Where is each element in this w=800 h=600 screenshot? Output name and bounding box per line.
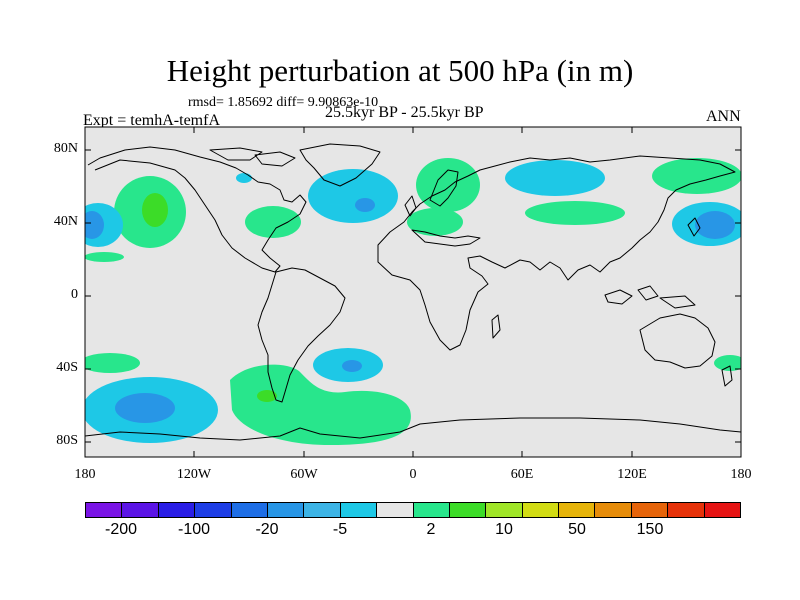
anomaly-arctic-small-neg [236, 173, 252, 183]
lat-tick-label: 0 [71, 287, 78, 302]
colorbar-label: -200 [104, 521, 138, 538]
season-label: ANN [706, 108, 741, 125]
colorbar-swatch [522, 503, 560, 517]
anomaly-patagonia-strong [257, 390, 277, 402]
anomaly-npac-east-strong [85, 211, 104, 239]
coast-antarctica [85, 417, 741, 441]
axis-ticks [85, 127, 741, 457]
anomaly-spac-east-pos [714, 355, 741, 371]
colorbar-swatch [631, 503, 669, 517]
anomaly-spac-strong [115, 393, 175, 423]
colorbar-swatch [559, 503, 596, 517]
anomaly-arctic-neg [505, 160, 605, 196]
colorbar-label: -20 [255, 521, 279, 538]
coast-south-america [257, 267, 346, 403]
lon-tick-label: 120E [617, 467, 647, 482]
lon-tick-label: 60W [290, 467, 318, 482]
colorbar-swatch [340, 503, 378, 517]
coast-eurasia-africa [377, 155, 736, 351]
period-label: 25.5kyr BP - 25.5kyr BP [325, 104, 484, 121]
colorbar-swatch [668, 503, 705, 517]
lon-tick-label: 0 [409, 467, 417, 482]
colorbar-swatch [595, 503, 632, 517]
anomaly-na-east-pos [245, 206, 301, 238]
colorbar-label: 10 [495, 521, 513, 538]
anomaly-satl-strong [342, 360, 362, 372]
coast-new-zealand [721, 365, 733, 387]
coast-britain [404, 195, 417, 217]
colorbar-label: 150 [636, 521, 664, 538]
anomaly-npac-west-strong [695, 211, 735, 239]
strong-positive-regions [142, 193, 277, 402]
anomaly-spac-west-pos [85, 353, 140, 373]
coast-japan [687, 217, 701, 237]
strong-negative-regions [85, 198, 735, 423]
map-title: Height perturbation at 500 hPa (in m) [166, 53, 634, 88]
colorbar-label: 50 [568, 521, 586, 538]
colorbar-swatch [304, 503, 341, 517]
colorbar-swatch [231, 503, 268, 517]
anomaly-ne-pac-band [85, 252, 124, 262]
colorbar-swatch [413, 503, 450, 517]
coast-scandinavia [429, 169, 459, 207]
coast-greenland [299, 143, 381, 187]
colorbar-swatch [449, 503, 487, 517]
colorbar-label: 2 [426, 521, 436, 538]
colorbar-swatch [267, 503, 305, 517]
colorbar-swatch [704, 503, 741, 517]
lat-tick-label: 80S [56, 433, 78, 448]
coast-north-america [87, 146, 307, 273]
colorbar-swatch [195, 503, 232, 517]
colorbar-label: -5 [332, 521, 348, 538]
colorbar-swatch [122, 503, 159, 517]
lon-tick-label: 60E [510, 467, 534, 482]
colorbar-label: -100 [177, 521, 211, 538]
colorbar-swatch [377, 503, 414, 517]
anomaly-south-atl-pos [230, 364, 411, 445]
coast-mediterranean [411, 229, 481, 247]
stats-line: rmsd= 1.85692 diff= 9.90863e-10 [188, 95, 379, 110]
coast-madagascar [491, 314, 501, 339]
coast-arctic-islands [209, 147, 296, 167]
lat-tick-label: 40N [53, 214, 78, 229]
lon-tick-label: 120W [176, 467, 212, 482]
lon-tick-label: 180 [730, 467, 752, 482]
anomaly-siberia-pos [652, 158, 741, 194]
experiment-label: Expt = temhA-temfA [83, 112, 220, 129]
coast-australia [639, 313, 716, 369]
anomaly-npac-strong [142, 193, 168, 227]
anomaly-asia-mid-pos [525, 201, 625, 225]
colorbar-swatch [158, 503, 196, 517]
colorbar-swatch [86, 503, 123, 517]
coastlines [85, 143, 741, 441]
lat-tick-label: 40S [56, 360, 78, 375]
lon-tick-label: 180 [74, 467, 96, 482]
anomaly-europe-south-pos [407, 208, 463, 236]
anomaly-europe-pos [416, 158, 480, 212]
anomaly-natl-strong [355, 198, 375, 212]
lat-tick-label: 80N [53, 141, 78, 156]
colorbar-swatch [486, 503, 523, 517]
coast-se-asia-islands [604, 285, 696, 309]
colorbar [85, 502, 741, 518]
